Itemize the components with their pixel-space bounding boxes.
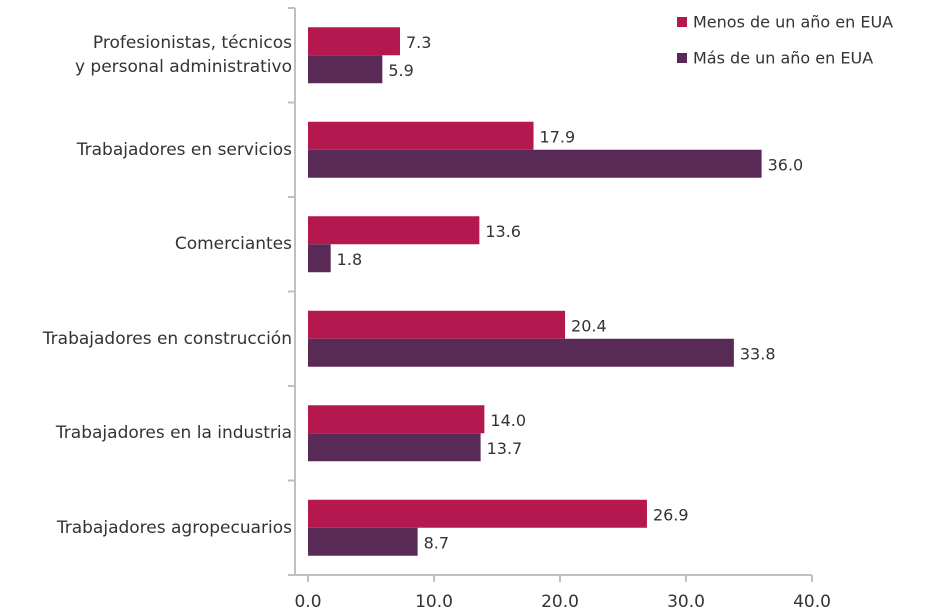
value-label: 36.0 xyxy=(768,155,804,174)
x-tick-label: 20.0 xyxy=(541,592,579,612)
value-label: 20.4 xyxy=(571,316,607,335)
category-label: Profesionistas, técnicos y personal admi… xyxy=(74,33,292,78)
category-label: Trabajadores en la industria xyxy=(55,423,292,444)
bar xyxy=(308,527,418,556)
x-tick-label: 0.0 xyxy=(294,592,321,612)
category-label: Comerciantes xyxy=(174,234,292,255)
value-label: 13.7 xyxy=(487,439,523,458)
x-tick-label: 30.0 xyxy=(667,592,705,612)
value-label: 33.8 xyxy=(740,344,776,363)
legend-label: Menos de un año en EUA xyxy=(693,13,893,32)
value-label: 17.9 xyxy=(540,127,576,146)
bar xyxy=(308,499,647,528)
bar xyxy=(308,149,762,178)
value-label: 7.3 xyxy=(406,33,431,52)
legend-label: Más de un año en EUA xyxy=(693,49,873,68)
x-tick-label: 10.0 xyxy=(415,592,453,612)
bar xyxy=(308,216,480,245)
category-label: Trabajadores en construcción xyxy=(42,328,292,349)
x-tick-label: 40.0 xyxy=(793,592,831,612)
legend-swatch xyxy=(677,53,687,63)
value-label: 14.0 xyxy=(490,411,526,430)
value-label: 5.9 xyxy=(388,61,413,80)
bar xyxy=(308,338,734,367)
value-label: 13.6 xyxy=(485,222,521,241)
value-label: 1.8 xyxy=(337,250,362,269)
bar xyxy=(308,121,534,150)
bar xyxy=(308,27,400,56)
category-label: Trabajadores en servicios xyxy=(76,139,292,160)
category-label: Trabajadores agropecuarios xyxy=(56,517,292,538)
bar xyxy=(308,405,485,434)
bar xyxy=(308,310,566,339)
bar xyxy=(308,244,331,273)
bar xyxy=(308,433,481,462)
value-label: 26.9 xyxy=(653,505,689,524)
legend-swatch xyxy=(677,17,687,27)
bar xyxy=(308,55,383,84)
value-label: 8.7 xyxy=(424,533,449,552)
